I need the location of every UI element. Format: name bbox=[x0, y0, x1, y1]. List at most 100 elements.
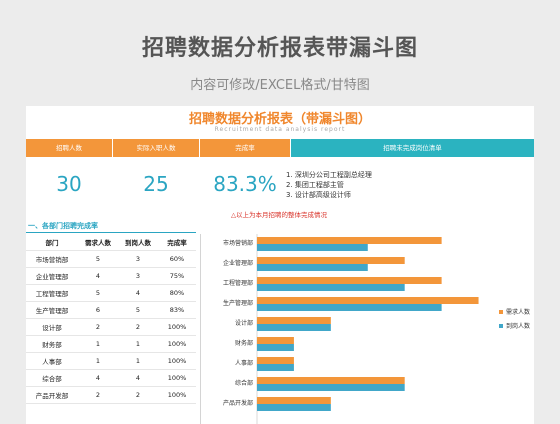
column-header-rate: 完成率 bbox=[158, 234, 196, 251]
chart-category-label: 企业管理部 bbox=[223, 259, 253, 267]
table-row: 财务部 1 1 100% bbox=[26, 335, 196, 353]
cell-demand: 5 bbox=[78, 284, 118, 302]
kpi-completion-rate: 83.3% bbox=[213, 172, 277, 196]
chart-category-label: 工程管理部 bbox=[223, 279, 253, 287]
cell-demand: 2 bbox=[78, 386, 118, 404]
department-table-body: 市场营销部 5 3 60% 企业管理部 4 3 75% 工程管理部 5 4 80% 生产管理部 6 5 83%… bbox=[26, 250, 196, 404]
cell-arrived: 4 bbox=[118, 369, 158, 387]
chart-bar-arrived bbox=[257, 264, 368, 271]
cell-rate: 80% bbox=[158, 284, 196, 302]
vacancy-item: 3. 设计部高级设计师 bbox=[286, 191, 351, 199]
chart-bar-demand bbox=[257, 397, 331, 404]
vacancy-item: 1. 深圳分公司工程副总经理 bbox=[286, 171, 372, 179]
chart-bar-demand bbox=[257, 257, 405, 264]
summary-note: △以上为本月招聘的整体完成情况 bbox=[231, 211, 327, 219]
cell-rate: 100% bbox=[158, 318, 196, 336]
cell-demand: 6 bbox=[78, 301, 118, 319]
cell-department: 设计部 bbox=[26, 318, 78, 336]
table-row: 人事部 1 1 100% bbox=[26, 352, 196, 370]
chart-bar-arrived bbox=[257, 364, 294, 371]
banner-subtitle: 内容可修改/EXCEL格式/甘特图 bbox=[190, 78, 370, 93]
cell-arrived: 5 bbox=[118, 301, 158, 319]
chart-bar-demand bbox=[257, 357, 294, 364]
chart-category-label: 设计部 bbox=[235, 319, 253, 327]
report-subtitle: Recruitment data analysis report bbox=[214, 126, 346, 133]
cell-department: 人事部 bbox=[26, 352, 78, 370]
cell-rate: 100% bbox=[158, 335, 196, 353]
table-row: 综合部 4 4 100% bbox=[26, 369, 196, 387]
kpi-hired-count: 25 bbox=[143, 172, 169, 196]
vertical-divider bbox=[200, 234, 201, 424]
column-header-demand: 需求人数 bbox=[78, 234, 118, 251]
chart-bar-demand bbox=[257, 377, 405, 384]
chart-category-label: 市场营销部 bbox=[223, 239, 253, 247]
cell-demand: 4 bbox=[78, 369, 118, 387]
cell-arrived: 1 bbox=[118, 335, 158, 353]
chart-category-label: 产品开发部 bbox=[223, 399, 253, 407]
legend-swatch bbox=[499, 324, 503, 328]
chart-bar-arrived bbox=[257, 304, 442, 311]
chart-bar-arrived bbox=[257, 324, 331, 331]
chart-category-label: 人事部 bbox=[235, 359, 253, 367]
section-title: 一、各部门招聘完成率 bbox=[28, 222, 98, 230]
report-sheet: 招聘数据分析报表（带漏斗图） Recruitment data analysis… bbox=[26, 106, 534, 424]
header-completion-rate: 完成率 bbox=[200, 139, 290, 157]
column-header-department: 部门 bbox=[26, 234, 78, 251]
table-row: 生产管理部 6 5 83% bbox=[26, 301, 196, 319]
cell-department: 市场营销部 bbox=[26, 250, 78, 268]
cell-department: 财务部 bbox=[26, 335, 78, 353]
cell-arrived: 3 bbox=[118, 250, 158, 268]
chart-bar-demand bbox=[257, 277, 442, 284]
table-row: 设计部 2 2 100% bbox=[26, 318, 196, 336]
cell-rate: 100% bbox=[158, 369, 196, 387]
cell-arrived: 4 bbox=[118, 284, 158, 302]
cell-arrived: 2 bbox=[118, 318, 158, 336]
cell-demand: 2 bbox=[78, 318, 118, 336]
header-vacancy-list: 招聘未完成岗位清单 bbox=[291, 139, 534, 157]
table-row: 市场营销部 5 3 60% bbox=[26, 250, 196, 268]
cell-rate: 75% bbox=[158, 267, 196, 285]
cell-rate: 60% bbox=[158, 250, 196, 268]
header-hired-count: 实际入职人数 bbox=[113, 139, 199, 157]
kpi-recruit-count: 30 bbox=[56, 172, 82, 196]
cell-rate: 83% bbox=[158, 301, 196, 319]
banner-title: 招聘数据分析报表带漏斗图 bbox=[141, 36, 418, 61]
legend-label: 到岗人数 bbox=[506, 322, 530, 330]
table-row: 产品开发部 2 2 100% bbox=[26, 386, 196, 404]
cell-arrived: 3 bbox=[118, 267, 158, 285]
cell-demand: 4 bbox=[78, 267, 118, 285]
legend-swatch bbox=[499, 310, 503, 314]
cell-department: 产品开发部 bbox=[26, 386, 78, 404]
cell-demand: 5 bbox=[78, 250, 118, 268]
table-header-row: 部门 需求人数 到岗人数 完成率 bbox=[26, 234, 196, 251]
report-title: 招聘数据分析报表（带漏斗图） bbox=[188, 112, 371, 127]
cell-arrived: 1 bbox=[118, 352, 158, 370]
cell-rate: 100% bbox=[158, 352, 196, 370]
chart-bar-arrived bbox=[257, 384, 405, 391]
cell-department: 工程管理部 bbox=[26, 284, 78, 302]
column-header-arrived: 到岗人数 bbox=[118, 234, 158, 251]
header-recruit-count: 招聘人数 bbox=[26, 139, 112, 157]
cell-department: 生产管理部 bbox=[26, 301, 78, 319]
chart-bar-arrived bbox=[257, 344, 294, 351]
table-row: 工程管理部 5 4 80% bbox=[26, 284, 196, 302]
department-table: 部门 需求人数 到岗人数 完成率 市场营销部 5 3 60% 企业管理部 4 3 75% 工程管… bbox=[26, 234, 196, 404]
chart-category-label: 生产管理部 bbox=[223, 299, 253, 307]
chart-bar-demand bbox=[257, 337, 294, 344]
vacancy-item: 2. 集团工程部主管 bbox=[286, 181, 344, 189]
legend-label: 需求人数 bbox=[506, 308, 530, 316]
chart-bar-arrived bbox=[257, 404, 331, 411]
cell-arrived: 2 bbox=[118, 386, 158, 404]
cell-rate: 100% bbox=[158, 386, 196, 404]
table-row: 企业管理部 4 3 75% bbox=[26, 267, 196, 285]
chart-bar-demand bbox=[257, 317, 331, 324]
cell-department: 企业管理部 bbox=[26, 267, 78, 285]
chart-bar-arrived bbox=[257, 284, 405, 291]
cell-demand: 1 bbox=[78, 352, 118, 370]
chart-bar-demand bbox=[257, 237, 442, 244]
chart-bar-arrived bbox=[257, 244, 368, 251]
cell-department: 综合部 bbox=[26, 369, 78, 387]
vacancy-list: 1. 深圳分公司工程副总经理 2. 集团工程部主管 3. 设计部高级设计师 bbox=[286, 170, 372, 200]
chart-category-label: 财务部 bbox=[235, 339, 253, 347]
